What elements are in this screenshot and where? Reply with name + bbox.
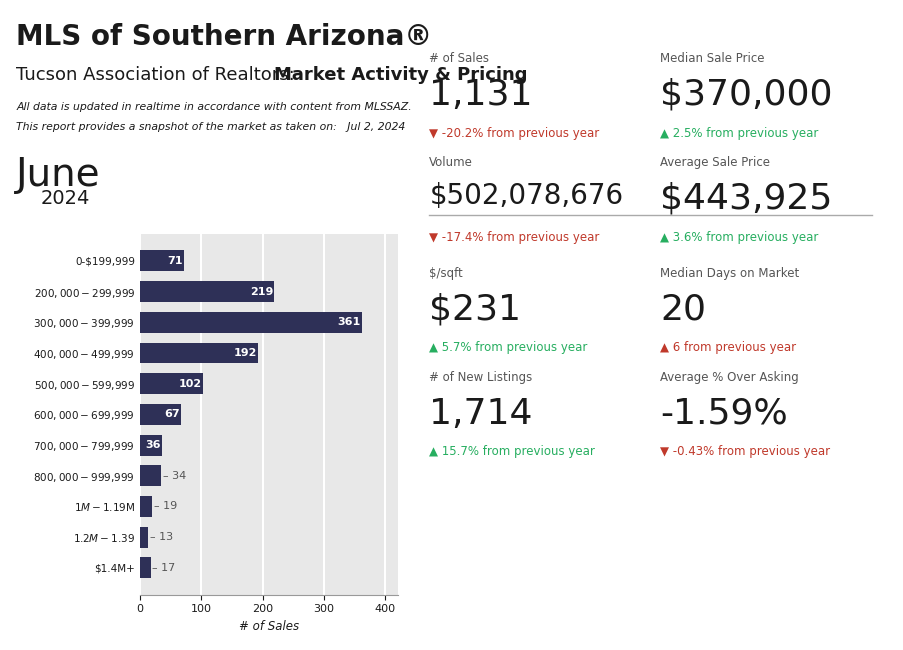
Bar [140, 496, 152, 517]
Text: – 13: – 13 [150, 532, 172, 542]
X-axis label: # of Sales: # of Sales [238, 620, 299, 633]
Text: ▲ 3.6% from previous year: ▲ 3.6% from previous year [659, 231, 817, 244]
Text: – 34: – 34 [163, 471, 186, 481]
Text: 2024: 2024 [41, 188, 90, 207]
Text: Average % Over Asking: Average % Over Asking [659, 370, 797, 383]
Text: -1.59%: -1.59% [659, 396, 787, 430]
Bar [140, 312, 361, 333]
Text: $502,078,676: $502,078,676 [429, 182, 623, 210]
Text: # of Sales: # of Sales [429, 52, 489, 65]
Text: 20: 20 [659, 292, 705, 326]
Text: ▲ 5.7% from previous year: ▲ 5.7% from previous year [429, 341, 587, 354]
Text: ▲ 15.7% from previous year: ▲ 15.7% from previous year [429, 445, 594, 458]
Bar [140, 343, 257, 363]
Text: Tucson Association of Realtors:: Tucson Association of Realtors: [16, 66, 301, 84]
Bar [140, 281, 275, 302]
Text: 1,714: 1,714 [429, 396, 532, 430]
Text: ▼ -20.2% from previous year: ▼ -20.2% from previous year [429, 127, 599, 140]
Text: ▼ -0.43% from previous year: ▼ -0.43% from previous year [659, 445, 829, 458]
Bar [140, 526, 148, 548]
Text: ▲ 2.5% from previous year: ▲ 2.5% from previous year [659, 127, 817, 140]
Text: – 19: – 19 [154, 502, 177, 512]
Text: – 17: – 17 [153, 563, 175, 573]
Text: 219: 219 [249, 287, 273, 296]
Text: # of New Listings: # of New Listings [429, 370, 532, 383]
Text: Volume: Volume [429, 156, 473, 169]
Text: 192: 192 [233, 348, 256, 358]
Text: $/sqft: $/sqft [429, 266, 462, 280]
Text: 1,131: 1,131 [429, 78, 532, 112]
Bar [140, 250, 183, 271]
Text: ▲ 6 from previous year: ▲ 6 from previous year [659, 341, 796, 354]
Text: 361: 361 [337, 317, 360, 327]
Text: All data is updated in realtime in accordance with content from MLSSAZ.: All data is updated in realtime in accor… [16, 102, 412, 112]
Text: June: June [16, 156, 101, 194]
Text: This report provides a snapshot of the market as taken on:   Jul 2, 2024: This report provides a snapshot of the m… [16, 122, 405, 132]
Text: $370,000: $370,000 [659, 78, 832, 112]
Bar [140, 558, 151, 579]
Text: 71: 71 [167, 256, 182, 266]
Text: Median Days on Market: Median Days on Market [659, 266, 798, 280]
Text: 67: 67 [164, 410, 180, 419]
Text: MLS of Southern Arizona®: MLS of Southern Arizona® [16, 23, 432, 51]
Text: Median Sale Price: Median Sale Price [659, 52, 764, 65]
Text: 102: 102 [178, 379, 201, 389]
Text: $443,925: $443,925 [659, 182, 832, 216]
Bar [140, 404, 181, 425]
Text: Average Sale Price: Average Sale Price [659, 156, 769, 169]
Text: 36: 36 [145, 440, 161, 450]
Text: $231: $231 [429, 292, 521, 326]
Bar [140, 465, 161, 486]
Bar [140, 373, 202, 394]
Bar [140, 435, 162, 456]
Text: ▼ -17.4% from previous year: ▼ -17.4% from previous year [429, 231, 599, 244]
Text: Market Activity & Pricing: Market Activity & Pricing [274, 66, 526, 84]
